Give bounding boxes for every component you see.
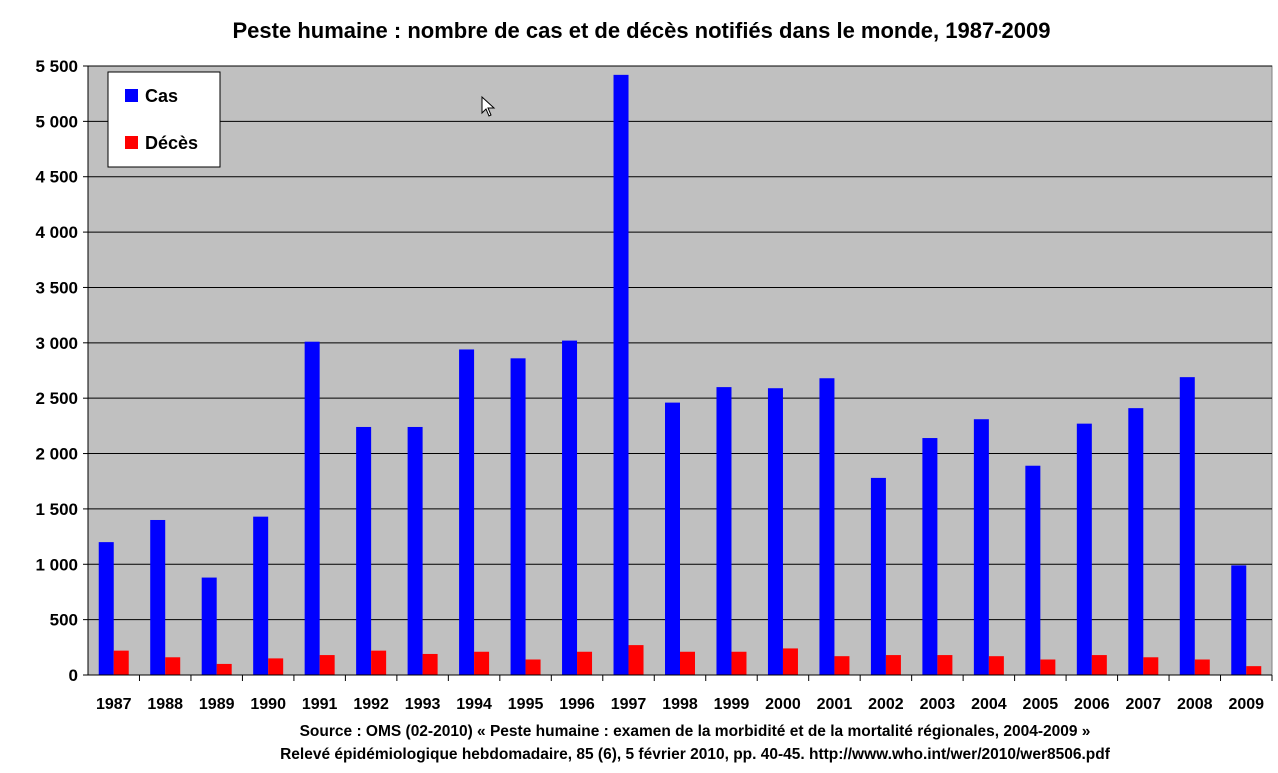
y-tick-label: 2 500 [35,389,78,408]
bar-cas-1988 [150,519,166,675]
x-tick-label-2007: 2007 [1126,696,1162,713]
bars [98,74,1262,676]
bar-cas-1993 [407,426,423,675]
y-tick-label: 3 000 [35,334,78,353]
grid-lines [88,65,1272,621]
axes [87,66,1272,676]
bar-deces-1998 [680,651,695,675]
y-tick-label: 0 [69,666,78,685]
bar-cas-1997 [613,74,629,676]
x-tick-label-2009: 2009 [1228,696,1264,713]
bar-deces-1996 [577,651,593,675]
y-tick-labels: 0 500 1 000 1 500 2 000 2 500 3 000 3 500 4 000 4… [35,57,88,685]
bar-cas-1994 [459,349,475,675]
x-tick-label-1990: 1990 [250,696,286,713]
bar-deces-2009 [1246,666,1262,675]
bar-cas-2001 [819,378,835,675]
bar-deces-1987 [113,650,129,675]
x-tick-label-2006: 2006 [1074,696,1110,713]
bar-deces-2005 [1040,659,1056,675]
x-tick-label-1993: 1993 [405,696,441,713]
x-tick-labels: 1987 1988 1989 1990 1991 1992 1993 1994 1995 1996… [96,675,1273,713]
x-tick-label-1991: 1991 [302,696,338,713]
x-tick-label-1996: 1996 [559,696,595,713]
bar-deces-1991 [319,655,335,675]
bar-cas-2007 [1128,408,1144,675]
bar-cas-2008 [1179,377,1195,675]
bar-deces-2000 [782,648,798,675]
bar-deces-2003 [937,655,953,675]
bar-cas-2004 [973,419,989,675]
bar-deces-1988 [165,657,181,675]
y-tick-label: 5 500 [35,57,78,76]
legend-box [107,71,221,168]
bar-cas-1996 [562,340,578,675]
y-tick-label: 3 500 [35,278,78,297]
bar-deces-1997 [628,645,644,675]
x-tick-label-1989: 1989 [199,696,235,713]
legend-swatch-deces [125,136,138,149]
x-tick-label-2000: 2000 [765,696,801,713]
x-tick-label-2001: 2001 [817,696,853,713]
x-tick-label-1997: 1997 [611,696,647,713]
bar-cas-2000 [767,388,783,675]
legend: Cas Décès [107,71,221,168]
bar-deces-2004 [988,656,1004,675]
bar-deces-2006 [1091,655,1107,675]
source-line-1: Source : OMS (02-2010) « Peste humaine :… [299,723,1091,740]
x-tick-label-2002: 2002 [868,696,904,713]
x-tick-label-2004: 2004 [971,696,1007,713]
y-tick-label: 4 500 [35,168,78,187]
y-tick-label: 4 000 [35,223,78,242]
bar-cas-1987 [98,542,114,675]
bar-cas-1999 [716,387,732,675]
bar-cas-1995 [510,358,526,675]
x-tick-label-1998: 1998 [662,696,698,713]
bar-deces-1989 [216,663,232,675]
source-line-2: Relevé épidémiologique hebdomadaire, 85 … [280,746,1110,763]
y-tick-label: 1 500 [35,500,78,519]
bar-cas-2006 [1076,423,1092,675]
bar-cas-1989 [201,577,217,675]
y-tick-label: 5 000 [35,112,78,131]
mouse-cursor-icon [481,95,496,117]
bar-cas-2009 [1231,565,1247,675]
legend-label-cas: Cas [145,86,178,106]
x-tick-label-1992: 1992 [353,696,389,713]
bar-deces-1993 [422,653,438,675]
bar-cas-1992 [356,426,372,675]
bar-deces-2001 [834,656,850,675]
bar-cas-1991 [304,341,320,675]
x-tick-label-1987: 1987 [96,696,132,713]
bar-deces-2002 [885,655,901,675]
y-tick-label: 500 [50,611,78,630]
bar-deces-1999 [731,651,747,675]
bar-cas-2003 [922,438,938,675]
bar-cas-1990 [253,516,269,675]
x-tick-label-2003: 2003 [920,696,956,713]
x-tick-label-1999: 1999 [714,696,750,713]
bar-deces-1994 [474,651,490,675]
y-tick-label: 2 000 [35,445,78,464]
bar-deces-1990 [268,658,284,675]
bar-deces-2008 [1194,659,1210,675]
y-tick-label: 1 000 [35,555,78,574]
legend-swatch-cas [125,89,138,102]
chart-title: Peste humaine : nombre de cas et de décè… [232,18,1051,43]
bar-cas-1998 [665,402,680,675]
x-tick-label-2005: 2005 [1023,696,1059,713]
bar-deces-1992 [371,650,387,675]
bar-cas-2005 [1025,465,1041,675]
x-tick-label-1988: 1988 [147,696,183,713]
x-tick-label-2008: 2008 [1177,696,1213,713]
x-tick-label-1995: 1995 [508,696,544,713]
bar-deces-2007 [1143,657,1159,675]
bar-cas-2002 [870,477,886,675]
x-tick-label-1994: 1994 [456,696,492,713]
bar-deces-1995 [525,659,541,675]
legend-label-deces: Décès [145,133,198,153]
